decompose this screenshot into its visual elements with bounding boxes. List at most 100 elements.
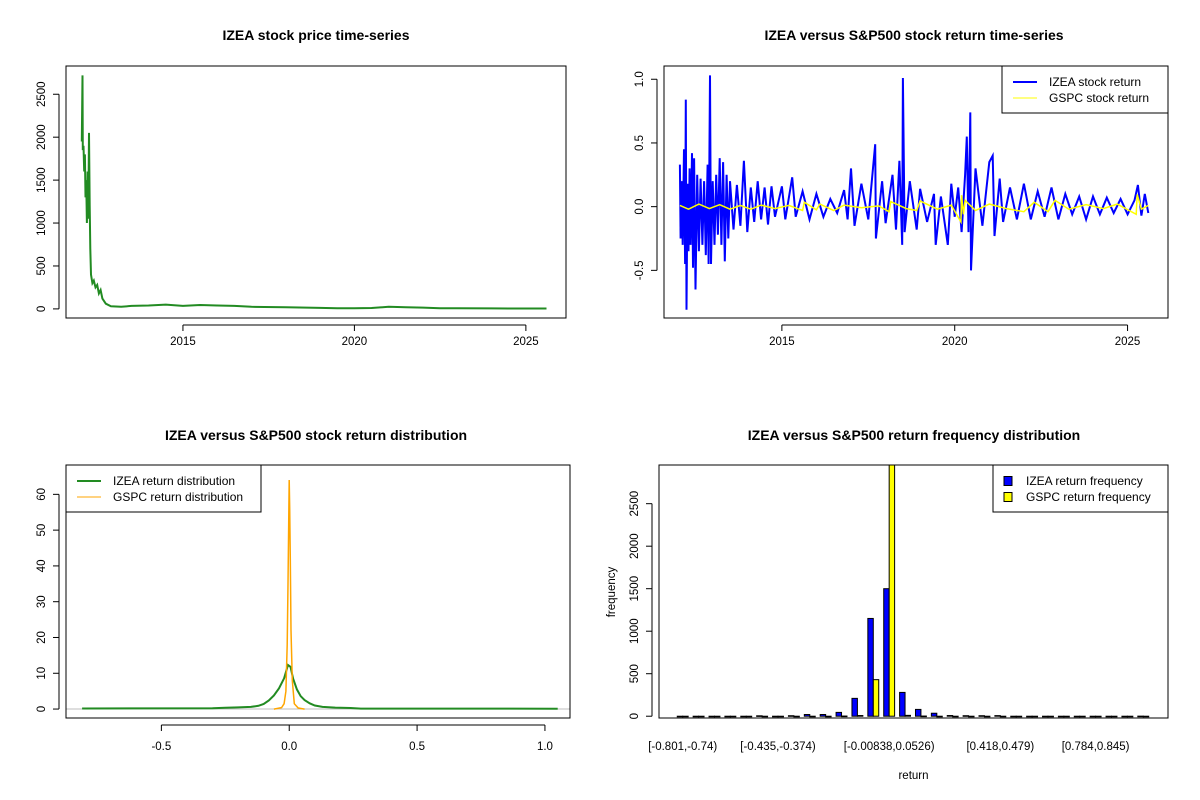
y-tick-label: 1000 <box>36 210 48 236</box>
plot-area <box>80 75 547 310</box>
histogram-bar-gspc <box>809 715 816 718</box>
histogram-bar-izea <box>772 715 779 718</box>
legend-label: GSPC return distribution <box>113 490 243 504</box>
x-tick-label: [-0.00838,0.0526) <box>844 741 935 753</box>
legend-color-swatch <box>1003 476 1013 486</box>
histogram-bar-gspc <box>999 715 1007 718</box>
x-tick-label: 2015 <box>170 336 196 348</box>
histogram-bar-izea <box>1105 715 1113 718</box>
legend-box <box>1001 65 1169 114</box>
x-tick-label: 2020 <box>942 336 968 348</box>
histogram-bar-gspc <box>1063 715 1070 718</box>
y-tick-label: 2000 <box>629 533 641 559</box>
histogram-bar-gspc <box>777 715 784 718</box>
x-tick-label: [0.784,0.845) <box>1062 741 1130 753</box>
histogram-bar-izea <box>867 617 874 717</box>
plot-frame <box>65 464 571 719</box>
histogram-bar-gspc <box>1079 715 1086 718</box>
histogram-bar-gspc <box>1015 715 1023 718</box>
histogram-bar-izea <box>946 715 954 717</box>
histogram-bar-gspc <box>729 715 737 718</box>
histogram-bar-gspc <box>1031 715 1039 718</box>
histogram-bar-izea <box>1073 715 1081 718</box>
histogram-bar-izea <box>708 715 715 718</box>
histogram-bar-izea <box>835 711 843 717</box>
legend-box <box>992 464 1169 513</box>
y-tick-label: 10 <box>36 667 48 680</box>
y-axis-label: frequency <box>606 567 618 618</box>
histogram-bar-izea <box>930 712 938 717</box>
x-tick-label: 2025 <box>513 336 539 348</box>
histogram-bar-izea <box>994 715 1001 717</box>
histogram-bar-izea <box>1026 715 1033 718</box>
histogram-bar-izea <box>1010 715 1017 718</box>
y-tick-label: 40 <box>36 560 48 573</box>
histogram-bar-gspc <box>793 715 800 718</box>
histogram-bar-izea <box>978 715 985 717</box>
chart-title: IZEA versus S&P500 stock return distribu… <box>165 427 467 443</box>
histogram-bar-izea <box>899 691 906 717</box>
legend-color-swatch <box>1003 492 1013 502</box>
histogram-bar-gspc <box>713 715 721 718</box>
legend: IZEA return frequency GSPC return frequen… <box>992 464 1169 513</box>
histogram-bar-gspc <box>841 715 848 718</box>
x-tick-label: [-0.435,-0.374) <box>740 741 816 753</box>
y-tick-label: 500 <box>36 256 48 275</box>
y-tick-label: 1000 <box>629 618 641 644</box>
histogram-bar-gspc <box>904 714 911 717</box>
histogram-bar-gspc <box>920 715 927 718</box>
y-tick-label: 1.0 <box>634 71 646 87</box>
legend-label: GSPC return frequency <box>1026 490 1151 504</box>
histogram-bar-izea <box>1121 715 1128 718</box>
histogram-bar-gspc <box>872 679 880 717</box>
histogram-bar-gspc <box>1126 715 1134 718</box>
x-tick-label: 2025 <box>1115 336 1141 348</box>
y-tick-label: 500 <box>629 664 641 683</box>
x-tick-label: 0.5 <box>409 741 425 753</box>
legend-label: GSPC stock return <box>1049 91 1149 105</box>
histogram-bar-izea <box>962 715 970 717</box>
histogram-bar-gspc <box>1111 715 1118 718</box>
histogram-bar-izea <box>1137 715 1144 718</box>
histogram-bar-gspc <box>698 715 705 718</box>
histogram-bar-izea <box>676 715 684 718</box>
histogram-bar-izea <box>1057 715 1065 718</box>
plot-frame <box>658 464 1169 719</box>
histogram-bar-gspc <box>936 715 943 718</box>
histogram-bar-gspc <box>888 465 896 717</box>
chart-title: IZEA versus S&P500 return frequency dist… <box>748 427 1080 443</box>
y-tick-label: 0 <box>36 306 48 312</box>
histogram-bar-gspc <box>968 715 975 718</box>
y-tick-label: 0.5 <box>634 135 646 151</box>
y-tick-label: 60 <box>36 488 48 501</box>
legend-label: IZEA return distribution <box>113 474 235 488</box>
series-line-gspc-return-distribution <box>273 479 305 710</box>
return-distribution-panel: IZEA versus S&P500 stock return distribu… <box>36 427 571 753</box>
legend: IZEA stock return GSPC stock return <box>1001 65 1169 114</box>
histogram-bar-gspc <box>1047 715 1054 718</box>
histogram-bar-izea <box>883 588 890 717</box>
y-tick-label: 1500 <box>36 167 48 193</box>
x-tick-label: 1.0 <box>537 741 553 753</box>
plot-area <box>66 479 570 710</box>
y-tick-label: 2000 <box>36 124 48 150</box>
plot-area <box>676 465 1150 718</box>
histogram-bar-izea <box>692 715 700 718</box>
histogram-bar-izea <box>819 714 827 717</box>
series-line-gspc-stock-return <box>679 194 1149 225</box>
histogram-bar-gspc <box>1095 715 1102 718</box>
x-tick-label: -0.5 <box>151 741 171 753</box>
x-tick-label: 0.0 <box>281 741 297 753</box>
histogram-bar-izea <box>803 714 811 717</box>
series-line-izea-price <box>80 75 547 310</box>
histogram-bar-izea <box>914 708 922 717</box>
series-line-izea-return-distribution <box>82 663 558 710</box>
plot-frame <box>663 65 1169 319</box>
histogram-bar-izea <box>756 715 763 717</box>
legend: IZEA return distribution GSPC return dist… <box>65 464 262 513</box>
histogram-bar-izea <box>724 715 731 718</box>
y-tick-label: 0.0 <box>634 199 646 215</box>
plot-area <box>678 75 1150 310</box>
y-tick-label: -0.5 <box>634 260 646 280</box>
histogram-bar-izea <box>740 715 747 718</box>
